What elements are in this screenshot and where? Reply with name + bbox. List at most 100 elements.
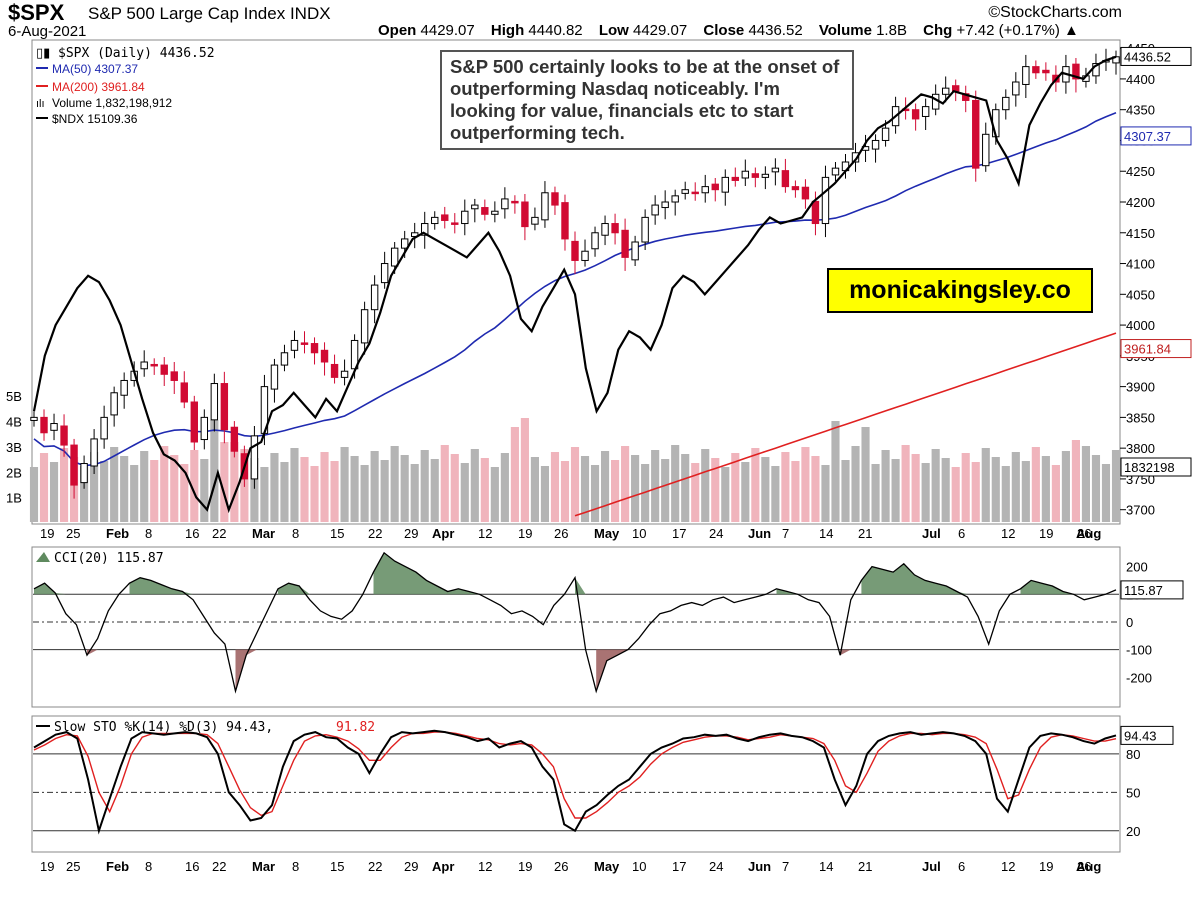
last-ma200-label: 3961.84 [1124,342,1171,357]
candle-body [982,133,990,167]
volume-bar [59,448,69,522]
volume-bar [821,465,830,522]
volume-bar [891,459,900,522]
volume-bar [671,445,680,522]
volume-bar [841,460,850,522]
stoch-tick-label: 80 [1126,747,1140,762]
candle-body [330,363,339,378]
volume-bar [1071,440,1080,522]
stoch-panel-frame [31,715,1121,853]
candle-body [721,176,729,193]
price-tick-label: 4000 [1126,318,1155,333]
candle-body [801,186,810,200]
candle-body [541,192,549,221]
cci-legend-icon [36,552,50,562]
candle-body [611,223,619,234]
x-axis-label: May [594,526,620,541]
candle-body [170,371,178,381]
candle-body [511,200,519,204]
stoch-legend-d: 91.82 [336,720,375,735]
candle-body [501,198,509,210]
x-axis-label: 8 [292,526,299,541]
x-axis-label-bottom: 24 [709,859,723,874]
low-label: Low [598,22,629,39]
candle-body [551,192,559,206]
cci-negative-area [87,649,851,692]
volume-bar [110,447,119,522]
x-axis-label-bottom: 14 [819,859,833,874]
x-axis-label: 10 [632,526,646,541]
volume-bar [270,453,279,522]
candle-body [360,309,369,344]
x-axis-label-bottom: Jun [748,859,771,874]
candle-body [380,263,389,284]
x-axis-label-bottom: 6 [958,859,965,874]
volume-bar [440,445,449,522]
price-tick-label: 4150 [1126,226,1155,241]
price-tick-label: 4100 [1126,257,1155,272]
stoch-k-line [33,729,1117,835]
candle-body [370,284,379,311]
high-label: High [490,22,525,39]
candle-body [40,416,48,434]
volume-bar [49,462,59,522]
volume-bar [801,447,810,522]
volume-bar [370,451,379,522]
candle-body [411,232,419,237]
ohlc-summary: Open 4429.07 High 4440.82 Low 4429.07 Cl… [378,22,1079,39]
candle-body [1072,63,1080,80]
x-axis-label-bottom: 19 [1039,859,1053,874]
stockcharts-brand[interactable]: ©StockCharts.com [988,4,1122,21]
chg-up-icon: ▲ [1064,22,1079,39]
candle-body [461,210,469,225]
volume-bar [29,467,39,522]
price-legend: ▯▮ $SPX (Daily) 4436.52 MA(50) 4307.37 M… [36,45,215,126]
legend-spx: $SPX (Daily) 4436.52 [58,46,215,61]
price-tick-label: 3850 [1126,410,1155,425]
volume-bar [100,461,109,522]
candle-body [972,99,980,169]
candle-body [531,216,539,225]
candle-body [1022,66,1030,85]
legend-ma200: MA(200) 3961.84 [52,80,145,94]
volume-bar [871,464,880,522]
x-axis-label: Mar [252,526,275,541]
x-axis-label-bottom: Apr [432,859,454,874]
candle-body [631,241,639,261]
candle-body [641,216,649,243]
annotation-box: S&P 500 certainly looks to be at the ons… [440,50,854,150]
x-axis-label: 12 [478,526,492,541]
volume-bar [991,457,1000,522]
volume-bar [420,450,429,522]
volume-bar [941,458,950,522]
volume-bar [771,466,780,522]
candle-body [751,173,760,178]
last-volume-label: 1832198 [1124,460,1175,475]
volume-bar [130,465,139,522]
candle-body [390,247,399,267]
candle-body [90,438,98,467]
volume-bar [39,453,49,522]
candle-body [431,216,439,225]
volume-bar [540,466,550,522]
candle-body [1112,56,1120,64]
candle-body [821,176,830,225]
volume-tick-label: 2B [6,465,22,480]
candle-body [290,339,299,351]
volume-bar [90,452,99,522]
volume-bar [520,418,529,522]
x-axis-label-bottom: 29 [404,859,418,874]
x-axis-label-bottom: Jul [922,859,941,874]
candle-body [190,401,198,443]
volume-bar [961,453,970,522]
stoch-legend: Slow STO %K(14) %D(3) 94.43, 91.82 [36,720,375,735]
candle-body [731,176,739,181]
volume-bar [490,467,499,522]
x-axis-label: Apr [432,526,454,541]
x-axis-label-bottom: 22 [212,859,226,874]
x-axis-label-bottom: 17 [672,859,686,874]
cci-tick-label: 200 [1126,560,1148,575]
last-ma200-label-box [1120,339,1192,359]
volume-bar [1021,461,1030,522]
volume-bar [180,464,189,522]
